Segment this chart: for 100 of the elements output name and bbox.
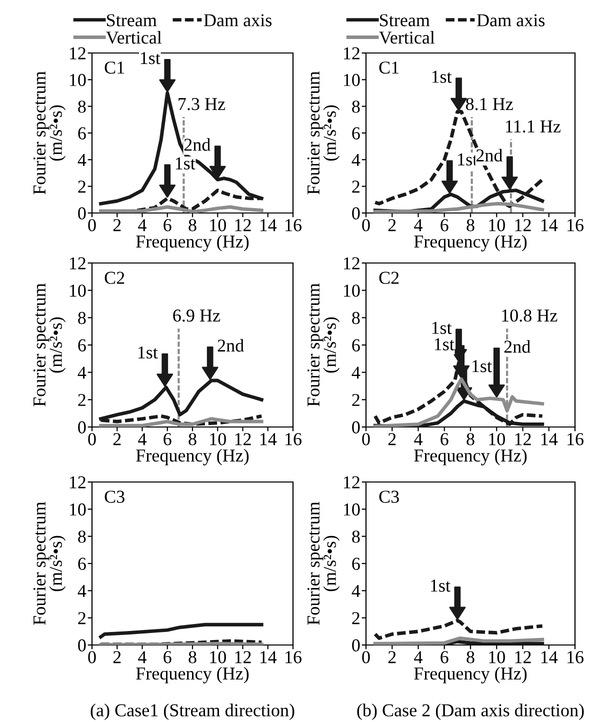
y-tick-label: 4	[78, 154, 86, 166]
x-tick-label: 16	[286, 219, 302, 232]
x-tick-label: 12	[515, 651, 531, 664]
x-tick-label: 4	[138, 433, 146, 446]
x-tick-label: 2	[113, 433, 121, 446]
x-tick-label: 10	[489, 433, 505, 446]
x-tick-label: 10	[489, 651, 505, 664]
x-tick-label: 0	[88, 433, 96, 446]
x-tick-label: 14	[541, 433, 558, 446]
text: (b) Case 2 (Dam axis direction)	[357, 704, 584, 720]
x-tick-label: 12	[515, 433, 531, 446]
x-tick-label: 14	[260, 219, 277, 232]
y-tick-label: 8	[78, 100, 86, 113]
y-tick-label: 12	[344, 47, 360, 60]
y-tick-label: 8	[78, 530, 86, 543]
annotation: 2nd	[218, 339, 244, 352]
y-tick-label: 8	[352, 100, 360, 113]
x-tick-label: 4	[414, 651, 422, 664]
x-tick-label: 2	[388, 433, 396, 446]
ref-line-label: 11.1 Hz	[506, 120, 560, 133]
annotation: 2nd	[504, 340, 530, 353]
y-axis-title: Fourier spectrum (m/s²•s)	[307, 502, 340, 625]
y-tick-label: 10	[344, 284, 360, 297]
y-axis-title: Fourier spectrum (m/s²•s)	[33, 502, 66, 625]
y-tick-label: 0	[352, 639, 360, 652]
x-tick-label: 2	[113, 651, 121, 664]
y-tick-label: 12	[344, 257, 360, 270]
x-tick-label: 10	[489, 219, 505, 232]
x-tick-label: 12	[235, 219, 251, 232]
y-tick-label: 6	[78, 127, 86, 140]
y-axis-title: Fourier spectrum (m/s²•s)	[33, 283, 66, 406]
x-tick-label: 2	[388, 219, 396, 232]
ref-line-label: 7.3 Hz	[178, 98, 226, 110]
x-tick-label: 16	[568, 433, 584, 446]
y-tick-label: 10	[70, 503, 86, 516]
x-axis-title: Frequency (Hz)	[136, 666, 249, 684]
y-tick-label: 2	[78, 394, 86, 406]
y-tick-label: 12	[70, 257, 86, 270]
x-tick-label: 16	[568, 219, 584, 232]
x-tick-label: 0	[362, 433, 370, 446]
x-tick-label: 6	[164, 219, 172, 232]
x-tick-label: 8	[466, 651, 474, 664]
y-tick-label: 4	[352, 366, 360, 379]
chart-title: C3	[379, 490, 399, 503]
annotation: 1st	[472, 360, 492, 372]
y-tick-label: 0	[78, 207, 86, 220]
ref-line-label: 10.8 Hz	[502, 309, 558, 322]
y-tick-label: 10	[344, 74, 360, 86]
x-axis-title: Frequency (Hz)	[136, 234, 249, 252]
x-tick-label: 14	[260, 651, 277, 664]
annotation: 1st	[432, 322, 452, 334]
x-tick-label: 16	[286, 651, 302, 664]
legend-label: Vertical	[106, 31, 162, 44]
x-tick-label: 8	[466, 433, 474, 446]
x-tick-label: 10	[210, 433, 226, 446]
x-tick-label: 14	[260, 433, 277, 446]
y-tick-label: 4	[78, 585, 86, 597]
x-tick-label: 8	[188, 433, 196, 446]
y-tick-label: 10	[70, 74, 86, 86]
annotation: 1st	[176, 157, 196, 170]
x-tick-label: 12	[235, 651, 251, 664]
legend-label: Vertical	[379, 31, 435, 44]
x-tick-label: 12	[515, 219, 531, 232]
x-tick-label: 10	[210, 219, 226, 232]
y-tick-label: 6	[352, 127, 360, 140]
y-tick-label: 2	[352, 180, 360, 193]
x-tick-label: 0	[88, 219, 96, 232]
x-axis-title: Frequency (Hz)	[414, 666, 527, 684]
x-tick-label: 4	[138, 219, 146, 232]
legend-label: Dam axis	[204, 14, 272, 26]
x-tick-label: 14	[541, 651, 558, 664]
x-tick-label: 6	[164, 651, 172, 664]
chart-title: C2	[379, 272, 399, 284]
y-tick-label: 0	[352, 421, 360, 434]
annotation: 2nd	[476, 148, 503, 162]
x-tick-label: 10	[210, 651, 226, 664]
x-tick-label: 16	[568, 651, 584, 664]
x-tick-label: 6	[440, 219, 448, 232]
chart-title: C1	[379, 62, 399, 74]
y-tick-label: 2	[352, 612, 360, 624]
y-tick-label: 8	[352, 530, 360, 543]
x-tick-label: 0	[362, 219, 370, 232]
x-tick-label: 6	[440, 433, 448, 446]
annotation: 1st	[434, 338, 454, 350]
y-tick-label: 0	[78, 421, 86, 434]
x-tick-label: 6	[164, 433, 172, 446]
x-tick-label: 8	[188, 651, 196, 664]
text: (a) Case1 (Stream direction)	[90, 704, 294, 720]
x-tick-label: 4	[414, 433, 422, 446]
x-axis-title: Frequency (Hz)	[414, 448, 527, 466]
y-tick-label: 12	[344, 476, 360, 488]
x-tick-label: 12	[235, 433, 251, 446]
x-tick-label: 2	[388, 651, 396, 664]
legend-label: Dam axis	[477, 14, 545, 26]
x-tick-label: 4	[414, 219, 422, 232]
annotation: 2nd	[184, 138, 210, 151]
x-tick-label: 0	[362, 651, 370, 664]
y-tick-label: 2	[78, 612, 86, 624]
x-tick-label: 2	[113, 219, 121, 232]
annotation: 1st	[432, 70, 452, 83]
